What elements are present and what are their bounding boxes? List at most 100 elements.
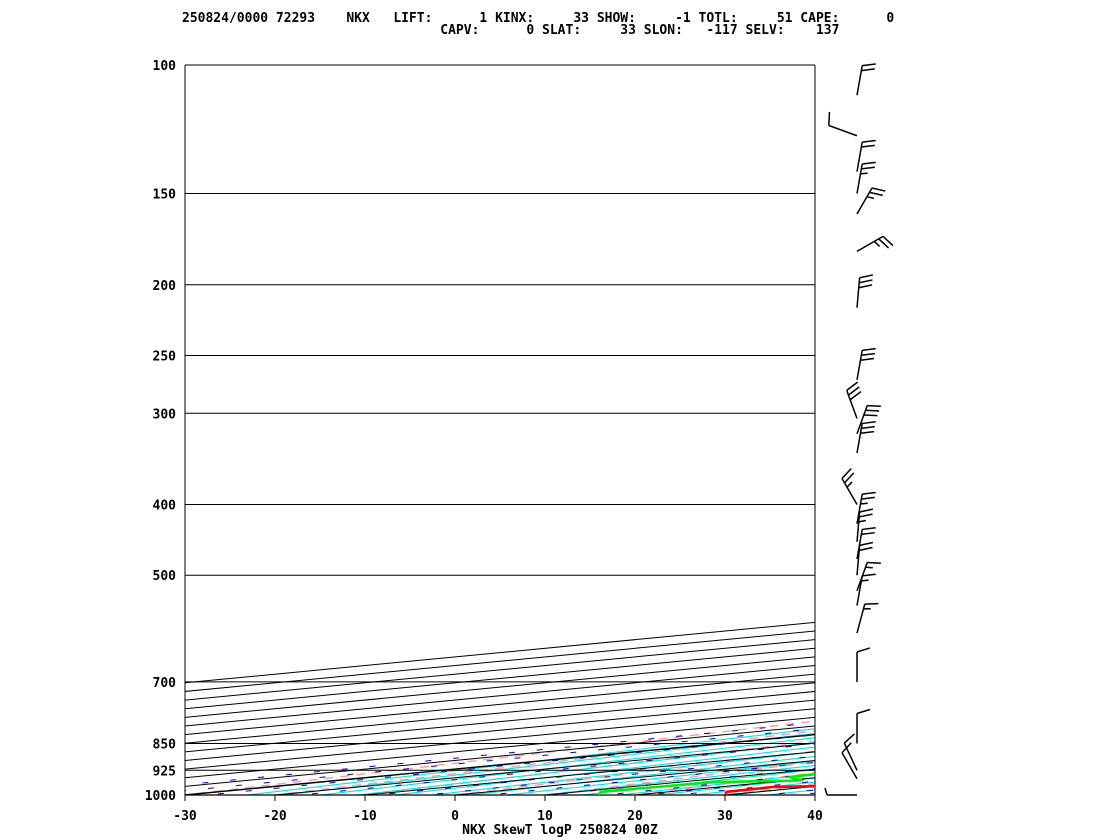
barb-full-flag xyxy=(856,647,871,653)
isotherm xyxy=(364,751,815,795)
wind-barb xyxy=(856,161,876,194)
barb-half-flag xyxy=(846,481,853,488)
pressure-tick-label: 1000 xyxy=(145,789,176,804)
barb-full-flag xyxy=(861,352,875,357)
wind-barb xyxy=(856,187,886,215)
moist-adiabat xyxy=(613,773,815,795)
temperature-tick-label: 20 xyxy=(627,809,643,824)
wind-barb xyxy=(856,561,881,591)
barb-full-flag xyxy=(862,63,876,67)
wind-barb xyxy=(856,274,874,308)
barb-full-flag xyxy=(843,472,855,484)
moist-adiabat xyxy=(576,769,815,795)
pressure-tick-label: 500 xyxy=(153,569,177,584)
barb-staff xyxy=(828,124,858,137)
temperature-tick-label: -20 xyxy=(263,809,287,824)
wind-barb xyxy=(856,421,876,454)
isobar-lines xyxy=(184,64,816,796)
moist-adiabat xyxy=(278,732,815,795)
wind-barb xyxy=(856,708,871,744)
header-line-2: CAPV: 0 SLAT: 33 SLON: -117 SELV: 137 xyxy=(182,23,839,38)
moist-adiabat xyxy=(315,737,815,795)
mixing-ratio-line xyxy=(640,777,815,795)
isotherm-minus-30 xyxy=(185,733,815,795)
barb-full-flag xyxy=(843,733,855,744)
barb-full-flag xyxy=(862,347,876,352)
pressure-tick-label: 100 xyxy=(153,59,177,74)
barb-half-flag xyxy=(860,502,868,505)
wind-barb xyxy=(846,381,862,419)
isotherm xyxy=(185,656,815,718)
barb-full-flag xyxy=(859,279,873,284)
barb-half-flag xyxy=(873,240,881,247)
barb-full-flag xyxy=(871,187,886,192)
wind-barb xyxy=(856,602,879,634)
barb-full-flag xyxy=(862,527,876,531)
wind-barb xyxy=(856,491,876,524)
moist-adiabat xyxy=(352,741,815,795)
mixing-ratio-line xyxy=(722,785,815,795)
barb-full-flag xyxy=(862,421,876,425)
temperature-tick-label: 40 xyxy=(807,809,823,824)
barb-full-flag xyxy=(861,496,875,500)
pressure-tick-label: 850 xyxy=(153,737,177,752)
wind-barb xyxy=(856,573,876,606)
barb-full-flag xyxy=(859,508,874,513)
barb-staff xyxy=(843,742,858,771)
barb-half-flag xyxy=(824,787,828,796)
wind-barb-column xyxy=(824,63,894,796)
wind-barb xyxy=(856,347,876,381)
barb-full-flag xyxy=(862,491,876,495)
barb-full-flag xyxy=(860,357,875,361)
moist-adiabat xyxy=(242,728,815,795)
barb-full-flag xyxy=(860,430,875,435)
barb-full-flag xyxy=(861,144,875,148)
mixing-ratio-line xyxy=(544,768,815,795)
chart-title: NKX SkewT logP 250824 00Z xyxy=(462,823,658,838)
moist-adiabat xyxy=(501,760,815,795)
pressure-tick-label: 200 xyxy=(153,279,177,294)
barb-full-flag xyxy=(861,68,875,72)
mixing-ratio-line xyxy=(791,792,815,795)
moist-adiabat xyxy=(426,751,815,795)
wind-barb xyxy=(856,139,876,172)
dry-adiabat xyxy=(785,32,1120,811)
wind-barb xyxy=(856,404,881,435)
wind-barb xyxy=(856,508,874,542)
barb-half-flag xyxy=(858,519,867,523)
barb-half-flag xyxy=(865,566,873,569)
wind-barb xyxy=(856,527,876,560)
temperature-tick-label: -10 xyxy=(353,809,377,824)
background-grid xyxy=(185,32,1120,811)
barb-full-flag xyxy=(862,139,876,143)
barb-full-flag xyxy=(862,573,876,577)
wind-barb xyxy=(828,111,858,137)
barb-full-flag xyxy=(861,531,875,536)
barb-full-flag xyxy=(859,274,874,279)
barb-full-flag xyxy=(859,546,873,552)
barb-staff xyxy=(841,752,858,780)
temperature-tick-labels: -30 -20 -10 0 10 20 30 40 xyxy=(173,795,823,824)
isotherm xyxy=(185,621,815,684)
wind-barb xyxy=(841,742,858,780)
barb-staff xyxy=(846,390,858,419)
barb-full-flag xyxy=(867,561,881,564)
barb-full-flag xyxy=(863,414,878,417)
pressure-tick-label: 250 xyxy=(153,349,177,364)
barb-full-flag xyxy=(865,409,880,412)
dry-adiabat xyxy=(876,32,1120,811)
dry-adiabat xyxy=(1058,32,1120,811)
wind-barb xyxy=(856,63,876,96)
barb-full-flag xyxy=(867,404,881,408)
temperature-tick-label: -30 xyxy=(173,809,197,824)
dry-adiabat xyxy=(185,720,815,795)
barb-half-flag xyxy=(861,579,869,582)
barb-full-flag xyxy=(856,708,871,715)
header-line-1: 250824/0000 72293 NKX LIFT: 1 KINX: 33 S… xyxy=(182,11,894,26)
temperature-tick-label: 10 xyxy=(537,809,553,824)
barb-full-flag xyxy=(869,191,883,197)
isotherm xyxy=(185,639,815,701)
barb-full-flag xyxy=(861,166,875,170)
pressure-tick-labels: 100 150 200 250 300 400 500 700 850 925 1000 xyxy=(145,59,176,804)
